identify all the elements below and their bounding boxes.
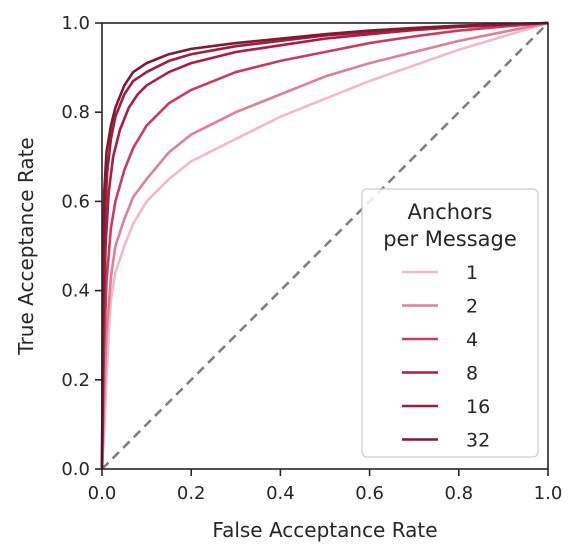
legend: Anchors per Message 1 2 4 8 16 32 bbox=[361, 188, 539, 458]
plot-frame bbox=[101, 22, 549, 470]
y-tick-label: 0.2 bbox=[61, 370, 90, 391]
legend-label-1: 1 bbox=[466, 262, 478, 284]
y-tick-label: 0.8 bbox=[61, 102, 90, 123]
series-layer bbox=[100, 21, 549, 470]
reference-line-layer bbox=[101, 22, 549, 470]
x-tick-label: 1.0 bbox=[534, 483, 563, 504]
series-line-8 bbox=[100, 21, 549, 470]
series-line-1 bbox=[100, 21, 549, 470]
x-tick-label: 0.8 bbox=[444, 483, 473, 504]
legend-label-32: 32 bbox=[466, 430, 490, 452]
legend-label-8: 8 bbox=[466, 363, 478, 385]
x-tick-label: 0.6 bbox=[355, 483, 384, 504]
x-tick-label: 0.4 bbox=[266, 483, 295, 504]
chance-reference-line bbox=[101, 22, 549, 470]
series-line-4 bbox=[100, 21, 549, 470]
legend-entries: 1 2 4 8 16 32 bbox=[402, 262, 490, 452]
y-tick-label: 1.0 bbox=[61, 13, 90, 34]
legend-box bbox=[361, 188, 539, 458]
legend-title-line1: Anchors bbox=[408, 200, 493, 224]
x-tick-label: 0.0 bbox=[88, 483, 117, 504]
y-tick-label: 0.6 bbox=[61, 191, 90, 212]
y-tick-label: 0.4 bbox=[61, 281, 90, 302]
series-line-2 bbox=[100, 21, 549, 470]
legend-title-line2: per Message bbox=[383, 227, 517, 251]
x-axis-label: False Acceptance Rate bbox=[212, 518, 437, 542]
axes-layer: 0.0 0.2 0.4 0.6 0.8 1.0 0.0 0.2 0.4 0.6 0.8 1.0 bbox=[61, 13, 562, 504]
legend-label-4: 4 bbox=[466, 329, 478, 351]
series-line-32 bbox=[100, 21, 549, 470]
y-tick-label: 0.0 bbox=[61, 459, 90, 480]
x-tick-label: 0.2 bbox=[177, 483, 206, 504]
legend-label-16: 16 bbox=[466, 396, 490, 418]
y-axis-label: True Acceptance Rate bbox=[14, 137, 38, 355]
legend-label-2: 2 bbox=[466, 296, 478, 318]
